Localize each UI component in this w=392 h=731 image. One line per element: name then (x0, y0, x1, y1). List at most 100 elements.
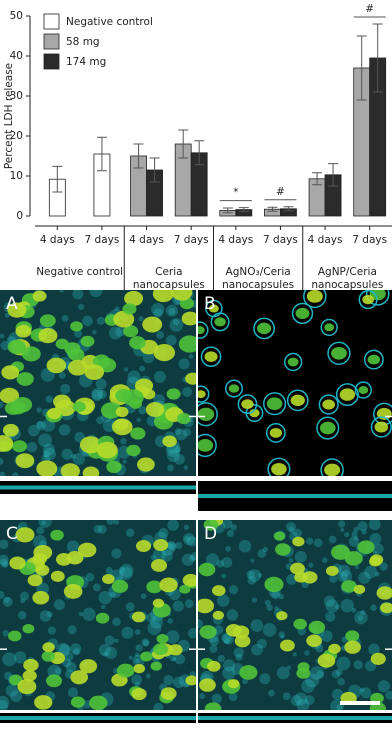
texture (282, 692, 291, 701)
texture (271, 590, 280, 600)
nucleus (145, 402, 165, 417)
texture (105, 566, 113, 575)
texture (374, 571, 380, 577)
nucleus (306, 290, 323, 303)
nucleus (276, 611, 288, 621)
group-label: AgNP/Ceria (318, 266, 377, 278)
texture (353, 660, 363, 670)
texture (145, 673, 151, 679)
texture (175, 428, 187, 441)
texture (5, 684, 19, 697)
texture (198, 619, 204, 629)
texture (114, 638, 119, 643)
texture (304, 650, 310, 656)
texture (138, 316, 144, 322)
nucleus (27, 574, 43, 587)
texture (251, 597, 258, 603)
texture (112, 617, 121, 627)
texture (324, 595, 336, 607)
nucleus (324, 323, 335, 332)
nucleus (102, 574, 115, 585)
texture (296, 698, 310, 710)
texture (38, 433, 52, 448)
texture (357, 521, 368, 532)
texture (2, 652, 17, 667)
texture (36, 407, 42, 413)
nucleus (341, 580, 357, 593)
texture (262, 623, 277, 637)
texture (304, 695, 315, 705)
texture (359, 687, 365, 693)
texture (262, 546, 269, 553)
texture (325, 599, 339, 613)
texture (121, 626, 134, 639)
texture (119, 566, 133, 581)
texture (0, 539, 9, 550)
cell (253, 317, 276, 340)
texture (65, 661, 77, 673)
texture (322, 557, 328, 564)
texture (368, 643, 380, 656)
legend-swatch (43, 33, 60, 50)
nucleus (204, 351, 218, 362)
nucleus (289, 562, 305, 575)
nucleus (362, 294, 374, 305)
nucleus (227, 679, 240, 689)
texture (64, 652, 74, 662)
texture (158, 528, 169, 539)
texture (120, 437, 127, 445)
texture (166, 630, 180, 644)
texture (225, 546, 231, 552)
error-bar (283, 206, 294, 212)
texture (4, 312, 10, 318)
nucleus (345, 630, 360, 642)
texture (172, 600, 184, 612)
texture (184, 599, 194, 609)
nucleus (181, 311, 196, 326)
nucleus (295, 307, 310, 319)
texture (335, 668, 343, 676)
texture (36, 421, 44, 428)
nucleus (328, 643, 341, 654)
nucleus (1, 365, 20, 380)
texture (53, 599, 65, 611)
nucleus (50, 570, 65, 582)
texture (344, 531, 350, 538)
nucleus (290, 394, 305, 407)
texture (156, 331, 164, 339)
texture (242, 678, 249, 685)
texture (337, 677, 345, 686)
error-bar (149, 157, 160, 183)
cell (198, 385, 210, 403)
cell (318, 394, 339, 415)
texture (309, 666, 324, 680)
texture (257, 549, 267, 558)
annotation: # (365, 3, 374, 15)
texture (223, 659, 236, 672)
error-bar (52, 165, 63, 193)
texture (153, 308, 163, 318)
group-label: AgNO₃/Ceria (226, 266, 291, 278)
nucleus (41, 650, 56, 662)
strip-signal (0, 485, 196, 490)
nucleus (64, 342, 81, 356)
nucleus (159, 577, 178, 593)
nucleus (275, 543, 291, 556)
nucleus (207, 660, 221, 672)
texture (325, 611, 336, 623)
texture (172, 319, 180, 326)
texture (0, 558, 9, 568)
texture (372, 543, 384, 555)
cell (198, 321, 209, 339)
texture (264, 599, 271, 606)
texture (146, 612, 157, 623)
nucleus (4, 401, 22, 415)
nucleus (264, 576, 284, 593)
nucleus (319, 421, 336, 435)
nucleus (208, 304, 219, 313)
texture (211, 693, 222, 704)
texture (328, 535, 337, 544)
nucleus (72, 401, 86, 413)
texture (290, 694, 302, 707)
